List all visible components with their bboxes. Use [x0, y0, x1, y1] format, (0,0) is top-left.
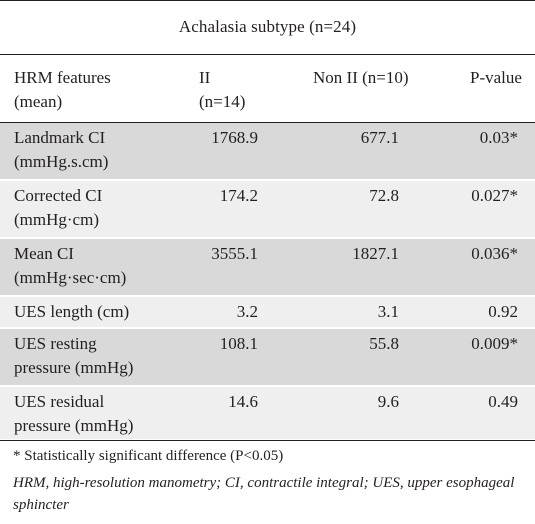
table-row: UES residual pressure (mmHg) 14.6 9.6 0.…: [0, 387, 535, 439]
cell-ii: 108.1: [219, 334, 258, 353]
row-label-line2: pressure (mmHg): [14, 416, 134, 435]
title-rule: [0, 54, 535, 55]
cell-p-value: 0.03*: [479, 128, 518, 147]
cell-ii: 1768.9: [211, 128, 258, 147]
table-title: Achalasia subtype (n=24): [178, 17, 357, 36]
row-label-line2: (mmHg.s.cm): [14, 152, 109, 171]
footnote-abbreviations: HRM, high-resolution manometry; CI, cont…: [13, 475, 515, 513]
header-ii-sub: (n=14): [199, 92, 246, 111]
row-label-line2: pressure (mmHg): [14, 358, 134, 377]
cell-ii: 14.6: [228, 392, 258, 411]
header-feature-sub: (mean): [14, 92, 63, 111]
row-label-line2: (mmHg·sec·cm): [14, 268, 127, 287]
row-label: UES resting pressure (mmHg): [14, 332, 194, 380]
row-label: Mean CI (mmHg·sec·cm): [14, 242, 194, 290]
header-feature-label: HRM features: [14, 68, 111, 87]
cell-p-value: 0.92: [488, 302, 518, 321]
header-p-value: P-value: [470, 68, 522, 87]
header-ii-label: II: [199, 68, 211, 87]
header-row: HRM features (mean) II (n=14) Non II (n=…: [0, 55, 535, 121]
cell-p-value: 0.009*: [471, 334, 518, 353]
row-label-line2: (mmHg·cm): [14, 210, 99, 229]
row-label: Landmark CI (mmHg.s.cm): [14, 126, 194, 174]
cell-non-ii: 677.1: [360, 128, 399, 147]
row-label: UES residual pressure (mmHg): [14, 390, 194, 438]
table-row: Corrected CI (mmHg·cm) 174.2 72.8 0.027*: [0, 181, 535, 237]
header-feature: HRM features (mean): [14, 66, 194, 114]
cell-ii: 174.2: [219, 186, 258, 205]
table-row: Landmark CI (mmHg.s.cm) 1768.9 677.1 0.0…: [0, 123, 535, 179]
bottom-rule: [0, 440, 535, 441]
row-label-line1: Mean CI: [14, 244, 74, 263]
cell-non-ii: 55.8: [369, 334, 399, 353]
table-row: UES length (cm) 3.2 3.1 0.92: [0, 297, 535, 327]
cell-ii: 3555.1: [211, 244, 258, 263]
row-label: UES length (cm): [14, 302, 130, 321]
cell-p-value: 0.027*: [471, 186, 518, 205]
header-ii: II (n=14): [199, 66, 299, 114]
footnote-significance: * Statistically significant difference (…: [13, 448, 284, 464]
cell-p-value: 0.49: [488, 392, 518, 411]
cell-non-ii: 72.8: [369, 186, 399, 205]
table-row: Mean CI (mmHg·sec·cm) 3555.1 1827.1 0.03…: [0, 239, 535, 295]
row-label: Corrected CI (mmHg·cm): [14, 184, 194, 232]
header-rule: [0, 122, 535, 123]
cell-non-ii: 9.6: [377, 392, 399, 411]
row-label-line1: Corrected CI: [14, 186, 103, 205]
row-label-line1: UES resting: [14, 334, 97, 353]
header-non-ii: Non II (n=10): [313, 68, 409, 87]
cell-non-ii: 1827.1: [352, 244, 399, 263]
row-label-line1: UES residual: [14, 392, 105, 411]
row-label-line1: Landmark CI: [14, 128, 106, 147]
cell-p-value: 0.036*: [471, 244, 518, 263]
top-rule: [0, 0, 535, 1]
cell-ii: 3.2: [236, 302, 258, 321]
table-row: UES resting pressure (mmHg) 108.1 55.8 0…: [0, 329, 535, 385]
cell-non-ii: 3.1: [377, 302, 399, 321]
